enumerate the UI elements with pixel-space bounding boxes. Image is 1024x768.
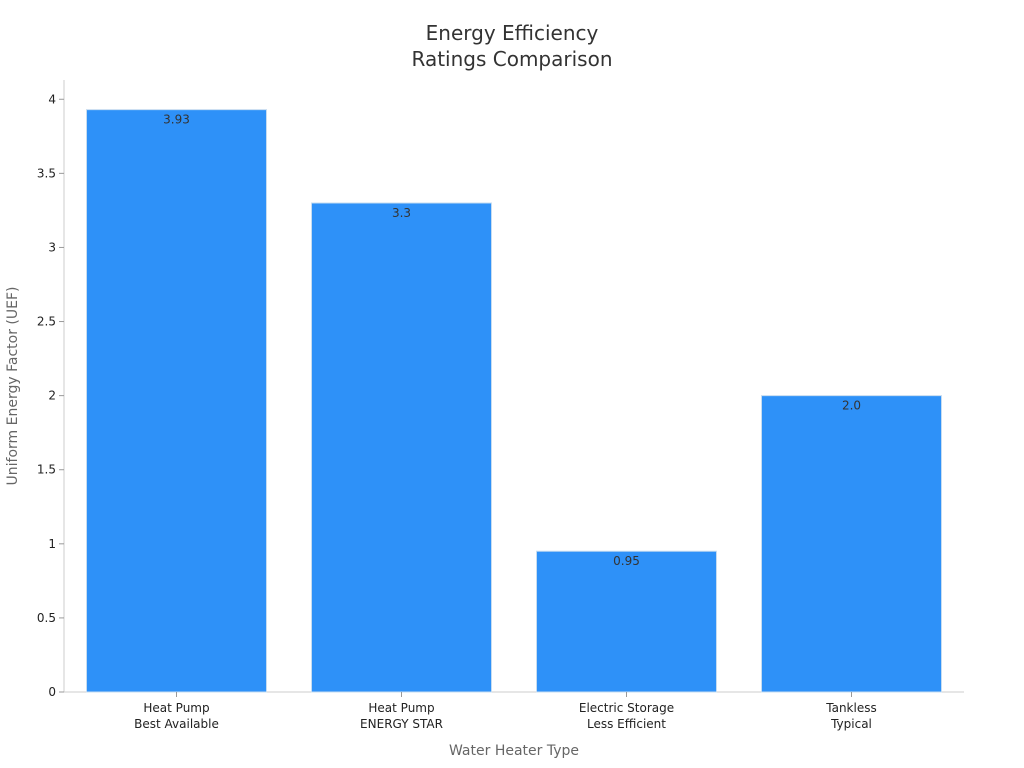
y-tick-label: 0: [48, 685, 56, 699]
y-axis-title: Uniform Energy Factor (UEF): [5, 287, 21, 486]
x-tick-label: Heat Pump: [143, 701, 209, 715]
y-tick-label: 2.5: [37, 315, 56, 329]
x-tick-label: Heat Pump: [368, 701, 434, 715]
y-tick-label: 3: [48, 240, 56, 254]
plot-area: 0 0.5 1 1.5 2 2.5 3 3.5 4 3.93 Heat Pump Best Avail…: [37, 80, 964, 731]
x-axis-title: Water Heater Type: [449, 743, 579, 759]
bar-data-label: 2.0: [842, 399, 861, 413]
x-tick-label: ENERGY STAR: [360, 717, 443, 731]
y-tick-label: 3.5: [37, 166, 56, 180]
x-tick-label: Electric Storage: [579, 701, 674, 715]
bar: [311, 202, 492, 693]
chart-title-line-2: Ratings Comparison: [411, 47, 612, 71]
chart-title-line-1: Energy Efficiency: [426, 21, 599, 45]
x-tick-label: Tankless: [825, 701, 876, 715]
bar-data-label: 3.3: [392, 206, 411, 220]
y-tick-label: 2: [48, 389, 56, 403]
y-tick-label: 4: [48, 92, 56, 106]
bar: [761, 395, 942, 693]
bar: [86, 109, 267, 693]
bar: [536, 550, 717, 693]
bar-data-label: 0.95: [613, 554, 640, 568]
y-tick-label: 1: [48, 537, 56, 551]
x-tick-label: Typical: [830, 717, 872, 731]
y-tick-label: 0.5: [37, 611, 56, 625]
x-tick-label: Less Efficient: [587, 717, 666, 731]
x-tick-label: Best Available: [134, 717, 219, 731]
bar-data-label: 3.93: [163, 113, 190, 127]
y-tick-label: 1.5: [37, 463, 56, 477]
